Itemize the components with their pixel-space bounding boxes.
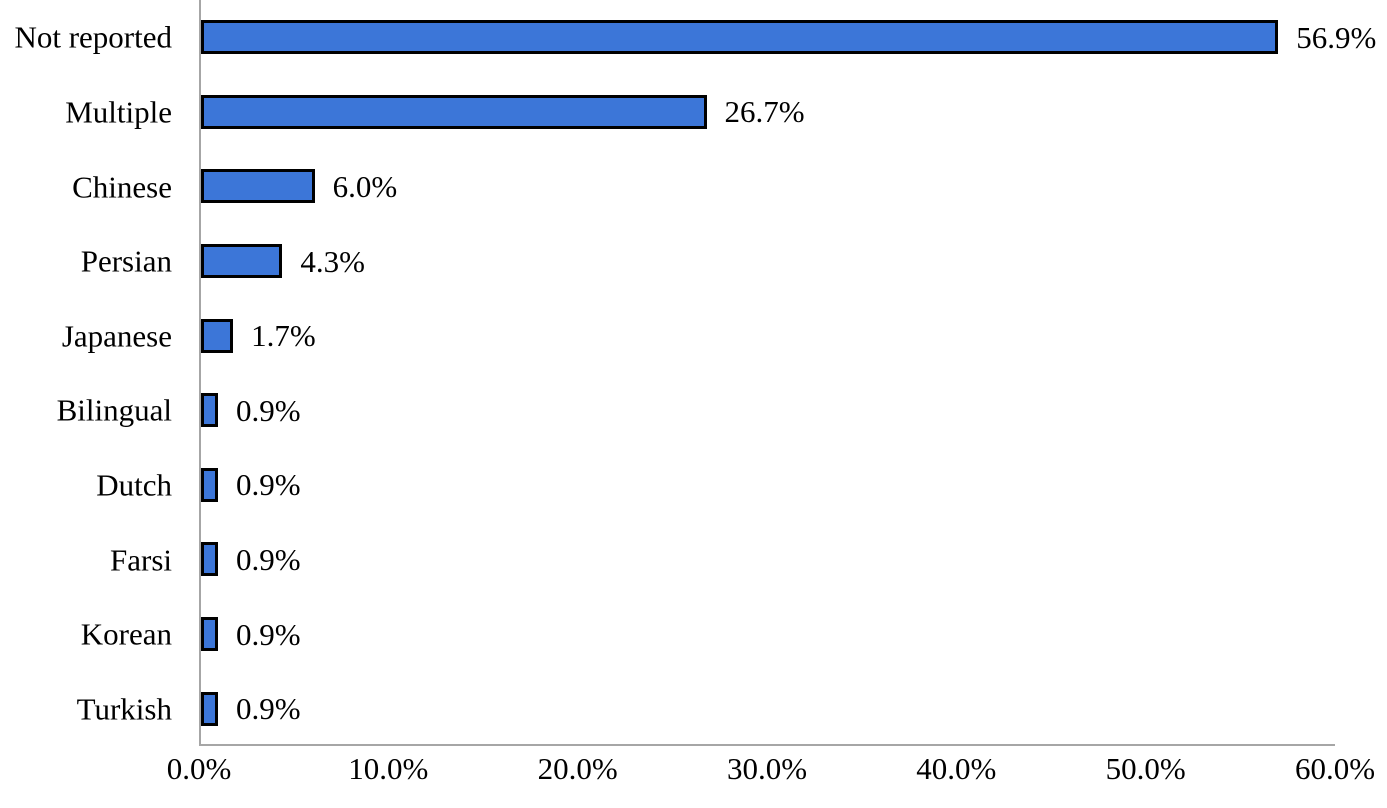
bar-row: 1.7% [201,298,1335,373]
category-label: Multiple [65,94,172,130]
bar [201,244,283,279]
plot-area: 56.9% 26.7% 6.0% 4.3% 1.7% 0.9% 0.9% 0.9% 0.9% 0.… [199,0,1376,746]
bar [201,393,219,428]
category-label: Farsi [110,542,172,577]
bar-value-label: 1.7% [251,318,316,354]
bar-value-label: 0.9% [236,467,301,503]
x-axis-tick-label: 40.0% [916,751,997,786]
bar [201,467,219,502]
x-axis-tick-label: 10.0% [348,751,429,786]
bar-row: 0.9% [201,448,1335,523]
bar-value-label: 0.9% [236,392,301,428]
category-label: Bilingual [56,392,172,428]
category-label: Dutch [96,467,172,503]
x-axis-tick-labels: 0.0% 10.0% 20.0% 30.0% 40.0% 50.0% 60.0% [0,753,1387,798]
bar-value-label: 56.9% [1296,19,1377,55]
x-axis-tick-label: 20.0% [537,751,618,786]
bar-row: 0.9% [201,597,1335,672]
category-label: Japanese [61,318,172,354]
category-label: Chinese [72,169,172,204]
x-axis-tick-label: 0.0% [166,751,232,786]
bar-value-label: 0.9% [236,616,301,652]
bar-value-label: 6.0% [332,168,398,204]
category-label: Korean [80,616,172,652]
bar [201,691,219,726]
bar [201,169,315,204]
x-axis-tick-label: 50.0% [1105,751,1186,786]
bar-value-label: 0.9% [236,691,301,727]
bar [201,542,219,577]
category-label: Not reported [14,19,172,55]
bar [201,94,707,129]
bar-row: 6.0% [201,149,1335,224]
bar-value-label: 4.3% [300,243,365,279]
bar-row: 0.9% [201,522,1335,597]
category-label: Persian [80,243,172,279]
bar-row: 0.9% [201,373,1335,448]
x-axis-tick-label: 30.0% [726,751,808,786]
x-axis-tick-label: 60.0% [1294,751,1376,786]
bar-row: 26.7% [201,75,1335,150]
bar-row: 4.3% [201,224,1335,299]
category-label: Turkish [76,691,172,727]
bar-value-label: 26.7% [724,94,805,130]
bar [201,20,1279,55]
bar-row: 56.9% [201,0,1376,75]
bar-row: 0.9% [201,671,1335,746]
bar [201,318,234,353]
category-axis-labels: Not reported Multiple Chinese Persian Japane… [0,0,185,746]
bar-value-label: 0.9% [236,541,301,577]
bar [201,617,219,652]
